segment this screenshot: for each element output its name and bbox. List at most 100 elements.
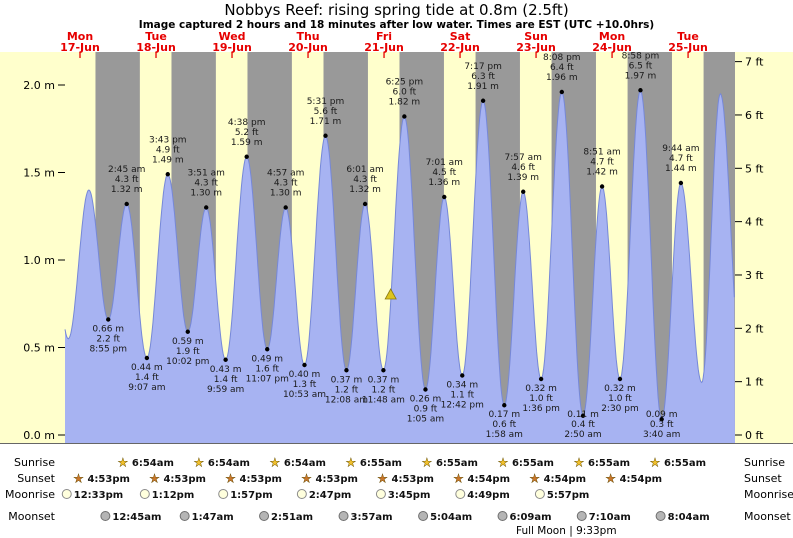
sunrise-row-label-right: Sunrise: [744, 456, 785, 469]
moonset-time: 3:57am: [351, 512, 393, 523]
low-tide-label: 1.0 ft: [608, 394, 632, 404]
tide-point-dot: [223, 357, 228, 362]
sunset-icon: ★: [453, 472, 464, 486]
high-tide-label: 5.2 ft: [235, 128, 259, 138]
low-tide-label: 12:42 pm: [441, 401, 484, 411]
sunrise-time: 6:55am: [512, 458, 554, 469]
left-axis-tick-label: 0.5 m: [23, 342, 55, 355]
low-tide-label: 9:07 am: [128, 383, 165, 393]
low-tide-label: 12:08 am: [325, 395, 368, 405]
moonrise-icon: [455, 489, 466, 499]
tide-point-dot: [599, 184, 605, 189]
tide-point-dot: [442, 194, 447, 200]
low-tide-label: 0.34 m: [446, 381, 478, 391]
low-tide-label: 1.3 ft: [293, 380, 317, 390]
high-tide-label: 9:44 am: [662, 144, 699, 154]
day-label-date: 24-Jun: [592, 41, 632, 54]
high-tide-label: 6:25 pm: [386, 78, 424, 88]
high-tide-label: 7:57 am: [505, 153, 542, 163]
moonset-icon: [259, 511, 270, 521]
moonset-time: 2:51am: [271, 512, 313, 523]
low-tide-label: 0.43 m: [210, 365, 242, 375]
sunrise-time: 6:55am: [588, 458, 630, 469]
tide-point-dot: [244, 154, 249, 159]
low-tide-label: 10:02 pm: [166, 357, 209, 367]
sunset-time: 4:54pm: [620, 474, 662, 485]
tide-point-dot: [106, 317, 111, 322]
sunrise-time: 6:54am: [284, 458, 326, 469]
moonset-icon: [576, 511, 587, 521]
left-axis-tick-label: 1.5 m: [23, 167, 55, 180]
high-tide-label: 1.82 m: [389, 98, 421, 108]
right-axis-tick-label: 6 ft: [745, 109, 764, 122]
sunset-time: 4:53pm: [315, 474, 357, 485]
low-tide-label: 0.11 m: [567, 410, 599, 420]
moonrise-icon: [218, 489, 229, 499]
sunrise-icon: ★: [269, 456, 280, 470]
low-tide-label: 11:48 am: [362, 395, 405, 405]
sunrise-icon: ★: [574, 456, 585, 470]
full-moon-label: Full Moon | 9:33pm: [516, 525, 617, 537]
sunset-icon: ★: [605, 472, 616, 486]
tide-point-dot: [165, 172, 170, 177]
high-tide-label: 3:43 pm: [149, 135, 187, 145]
moonrise-icon: [139, 489, 150, 499]
sunset-time: 4:53pm: [87, 474, 129, 485]
low-tide-label: 0.37 m: [368, 375, 400, 385]
high-tide-label: 1.42 m: [586, 168, 618, 178]
moonrise-time: 3:45pm: [388, 490, 430, 501]
day-label-name: Mon: [67, 30, 93, 43]
tide-point-dot: [423, 387, 428, 392]
sunset-icon: ★: [73, 472, 84, 486]
sunrise-icon: ★: [498, 456, 509, 470]
chart-title: Nobbys Reef: rising spring tide at 0.8m …: [224, 1, 569, 19]
moonrise-time: 5:57pm: [547, 490, 589, 501]
moonset-icon: [418, 511, 429, 521]
tide-point-dot: [402, 114, 407, 119]
moonset-icon: [338, 511, 349, 521]
tide-point-dot: [344, 368, 349, 373]
tide-point-dot: [502, 403, 507, 408]
low-tide-label: 0.3 ft: [650, 420, 674, 430]
high-tide-label: 4.7 ft: [590, 158, 614, 168]
high-tide-label: 1.96 m: [546, 73, 578, 83]
tide-point-dot: [521, 189, 526, 194]
day-label-name: Tue: [677, 30, 699, 43]
moonset-icon: [497, 511, 508, 521]
low-tide-label: 1:36 pm: [522, 404, 560, 414]
day-label-name: Tue: [145, 30, 167, 43]
high-tide-label: 8:58 pm: [622, 51, 660, 61]
sunset-row-label-right: Sunset: [744, 472, 782, 485]
low-tide-label: 1.4 ft: [135, 373, 159, 383]
sunset-icon: ★: [225, 472, 236, 486]
tide-point-dot: [265, 347, 270, 352]
high-tide-label: 5.6 ft: [314, 107, 338, 117]
sunrise-icon: ★: [117, 456, 128, 470]
low-tide-label: 0.59 m: [172, 337, 204, 347]
sunset-icon: ★: [149, 472, 160, 486]
moonset-time: 1:47am: [192, 512, 234, 523]
right-axis-tick-label: 7 ft: [745, 56, 764, 69]
low-tide-label: 0.9 ft: [414, 405, 438, 415]
high-tide-label: 4.3 ft: [194, 179, 218, 189]
low-tide-label: 0.44 m: [131, 363, 163, 373]
high-tide-label: 6.3 ft: [471, 72, 495, 82]
low-tide-label: 1.2 ft: [372, 385, 396, 395]
high-tide-label: 1.59 m: [231, 138, 263, 148]
current-tide-marker: [384, 288, 397, 300]
low-tide-label: 1.9 ft: [176, 347, 200, 357]
sunrise-time: 6:55am: [360, 458, 402, 469]
day-label-date: 19-Jun: [212, 41, 252, 54]
moonrise-time: 12:33pm: [74, 490, 123, 501]
low-tide-label: 2.2 ft: [96, 335, 120, 345]
low-tide-label: 3:40 am: [643, 430, 680, 440]
day-label-name: Mon: [599, 30, 625, 43]
sunset-row-label-left: Sunset: [17, 472, 55, 485]
high-tide-label: 6:01 am: [346, 165, 383, 175]
low-tide-label: 8:55 pm: [89, 345, 127, 355]
day-label-name: Thu: [296, 30, 319, 43]
high-tide-label: 1.44 m: [665, 164, 697, 174]
low-tide-label: 0.17 m: [488, 410, 520, 420]
low-tide-label: 10:53 am: [283, 390, 326, 400]
sunrise-icon: ★: [346, 456, 357, 470]
